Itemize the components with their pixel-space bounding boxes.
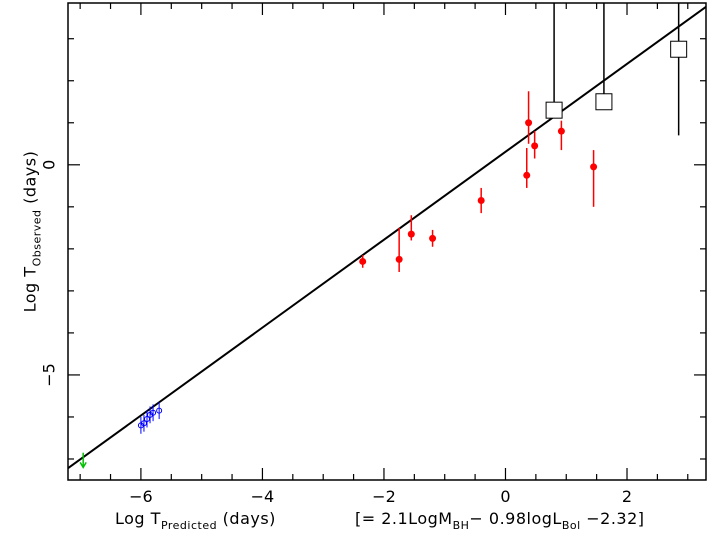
data-point-open — [156, 407, 163, 414]
y-axis-label: Log TObserved (days) — [20, 150, 44, 313]
data-point — [523, 171, 531, 179]
upper-limit-arrowhead — [79, 462, 87, 469]
data-point-open — [143, 416, 150, 423]
y-tick-label: 0 — [40, 160, 59, 170]
data-point-square — [545, 101, 563, 119]
x-axis-label: Log TPredicted (days) — [115, 509, 276, 532]
data-point-open — [150, 409, 157, 416]
data-point — [525, 119, 533, 127]
data-point — [429, 234, 437, 242]
data-point — [395, 255, 403, 263]
plot-frame-group: −6 −4 −2 0 2 −5 0 — [40, 2, 707, 506]
data-point — [590, 163, 598, 171]
data-point-open — [140, 420, 147, 427]
x-tick-label: −4 — [251, 487, 275, 506]
plot-frame — [67, 2, 707, 481]
data-point — [407, 230, 415, 238]
data-point — [477, 197, 485, 205]
x-tick-label: 0 — [500, 487, 510, 506]
data-point-square — [595, 93, 613, 111]
data-point — [359, 257, 367, 265]
x-tick-label: −2 — [372, 487, 396, 506]
x-tick-label: 2 — [622, 487, 632, 506]
data-point — [531, 142, 539, 150]
fit-line-group — [67, 5, 707, 470]
data-point — [557, 127, 565, 135]
data-points-group — [79, 3, 688, 469]
x-tick-label: −6 — [129, 487, 153, 506]
y-tick-label: −5 — [40, 363, 59, 387]
data-point-square — [670, 40, 688, 58]
fit-line — [67, 5, 707, 470]
formula-annotation: [= 2.1LogMBH− 0.98logLBol −2.32] — [355, 509, 645, 532]
